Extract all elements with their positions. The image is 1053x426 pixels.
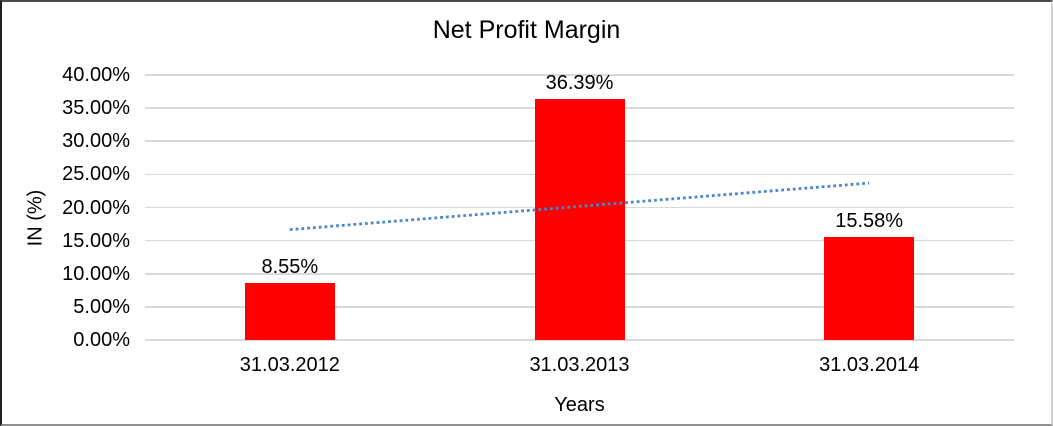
y-tick-label: 20.00% <box>62 196 130 219</box>
y-tick-label: 25.00% <box>62 163 130 186</box>
y-tick-label: 0.00% <box>73 329 130 351</box>
y-tick-label: 15.00% <box>62 229 130 252</box>
chart-title: Net Profit Margin <box>432 16 621 44</box>
y-tick-label: 35.00% <box>62 97 130 120</box>
x-tick-label: 31.03.2014 <box>819 354 920 376</box>
gridline <box>145 339 1014 341</box>
gridline <box>145 74 1014 76</box>
data-label: 8.55% <box>261 256 319 279</box>
y-tick-label: 5.00% <box>73 295 130 318</box>
x-tick-label: 31.03.2012 <box>239 354 340 376</box>
x-axis-title: Years <box>554 394 605 416</box>
y-tick-label: 30.00% <box>62 130 130 153</box>
data-label: 36.39% <box>545 71 614 94</box>
data-label: 15.58% <box>835 209 904 232</box>
bar-31.03.2013 <box>534 98 625 340</box>
bar-31.03.2012 <box>244 283 335 340</box>
bar-31.03.2014 <box>824 236 915 340</box>
y-tick-label: 10.00% <box>62 262 130 285</box>
y-tick-label: 40.00% <box>62 64 130 86</box>
x-tick-label: 31.03.2013 <box>529 354 630 376</box>
